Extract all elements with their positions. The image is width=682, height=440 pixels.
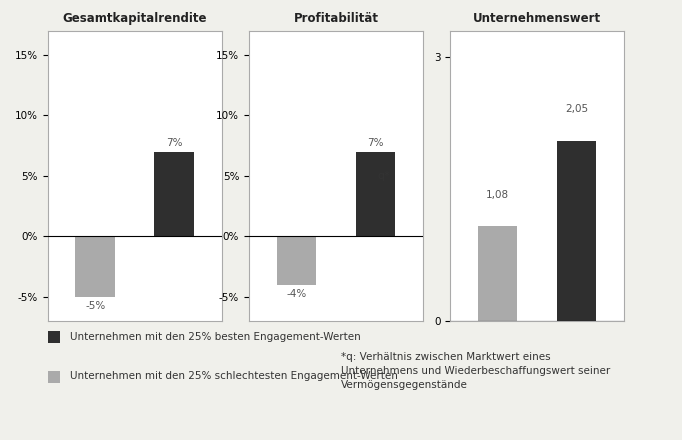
Text: Unternehmenswert: Unternehmenswert <box>473 12 601 25</box>
Text: *q: Verhältnis zwischen Marktwert eines
Unternehmens und Wiederbeschaffungswert : *q: Verhältnis zwischen Marktwert eines … <box>341 352 610 390</box>
Bar <box>478 226 518 321</box>
Text: -5%: -5% <box>85 301 105 311</box>
Text: -4%: -4% <box>286 289 306 298</box>
Text: Unternehmen mit den 25% schlechtesten Engagement-Werten: Unternehmen mit den 25% schlechtesten En… <box>70 371 398 381</box>
Bar <box>557 141 596 321</box>
Bar <box>154 152 194 236</box>
Bar <box>76 236 115 297</box>
Text: q*: q* <box>378 171 390 181</box>
Text: 7%: 7% <box>367 138 384 148</box>
Text: Profitabilität: Profitabilität <box>293 12 379 25</box>
Text: 1,08: 1,08 <box>486 190 509 200</box>
Bar <box>355 152 395 236</box>
Text: 7%: 7% <box>166 138 183 148</box>
Text: Unternehmen mit den 25% besten Engagement-Werten: Unternehmen mit den 25% besten Engagemen… <box>70 332 361 341</box>
Text: Gesamtkapitalrendite: Gesamtkapitalrendite <box>63 12 207 25</box>
Bar <box>277 236 316 285</box>
Text: 2,05: 2,05 <box>565 104 588 114</box>
